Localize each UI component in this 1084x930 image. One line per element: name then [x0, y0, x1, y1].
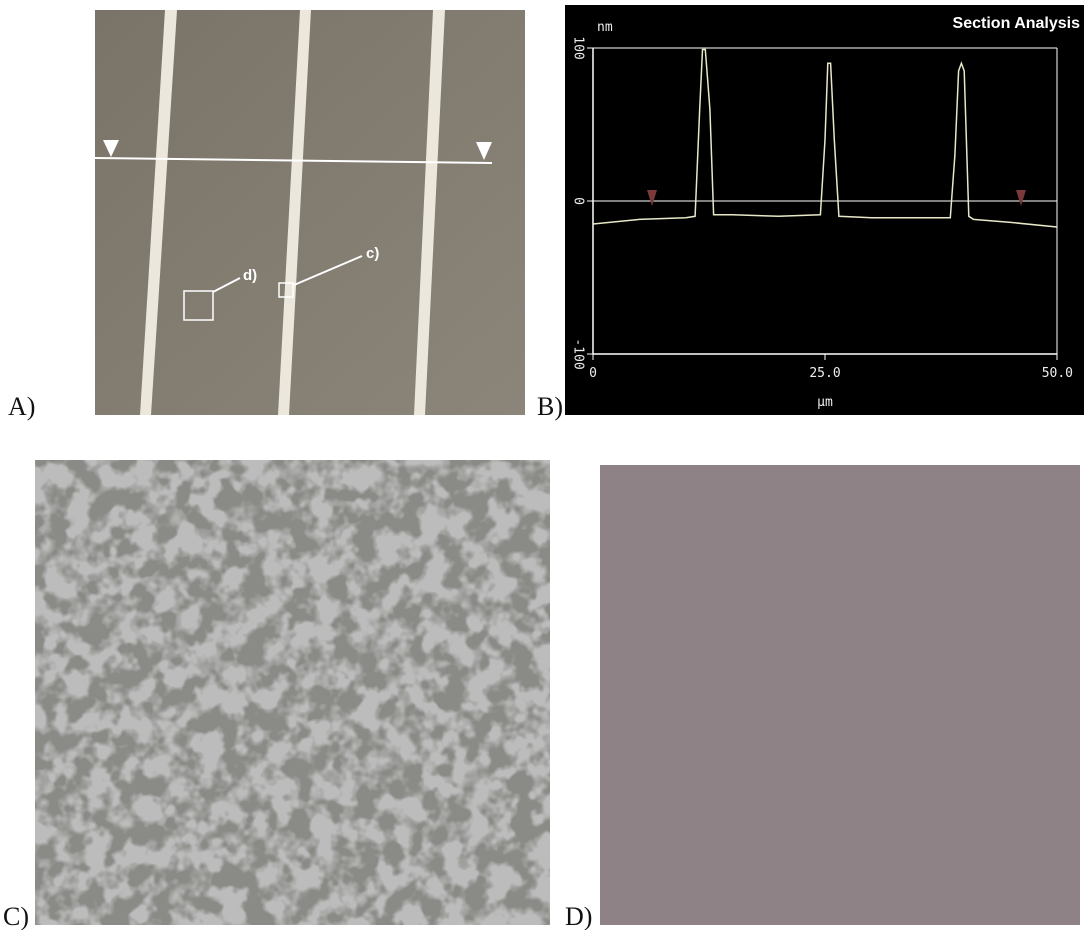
x-tick-label: 50.0 — [1042, 366, 1073, 381]
panel-a: d) c) A) — [8, 10, 525, 421]
y-tick-label: 0 — [571, 197, 586, 205]
y-tick-label: -100 — [571, 338, 586, 369]
afm-image — [600, 465, 1080, 925]
chart-title: Section Analysis — [953, 15, 1081, 32]
annotation: d) — [243, 267, 257, 284]
annotation: c) — [366, 245, 379, 262]
x-tick-label: 25.0 — [809, 366, 840, 381]
panel-label: D) — [565, 902, 592, 930]
x-axis-label: μm — [817, 395, 833, 410]
x-tick-label: 0 — [589, 366, 597, 381]
panel-label: A) — [8, 392, 35, 421]
panel-label: B) — [537, 392, 563, 421]
y-tick-label: 100 — [571, 36, 586, 59]
figure: d) c) A) Section Analysis nm μm B) -1000… — [0, 0, 1084, 930]
panel-c: C) — [3, 460, 550, 930]
panel-d: D) — [565, 465, 1080, 930]
texture — [35, 460, 550, 925]
panel-label: C) — [3, 902, 29, 930]
y-axis-label: nm — [597, 20, 613, 35]
